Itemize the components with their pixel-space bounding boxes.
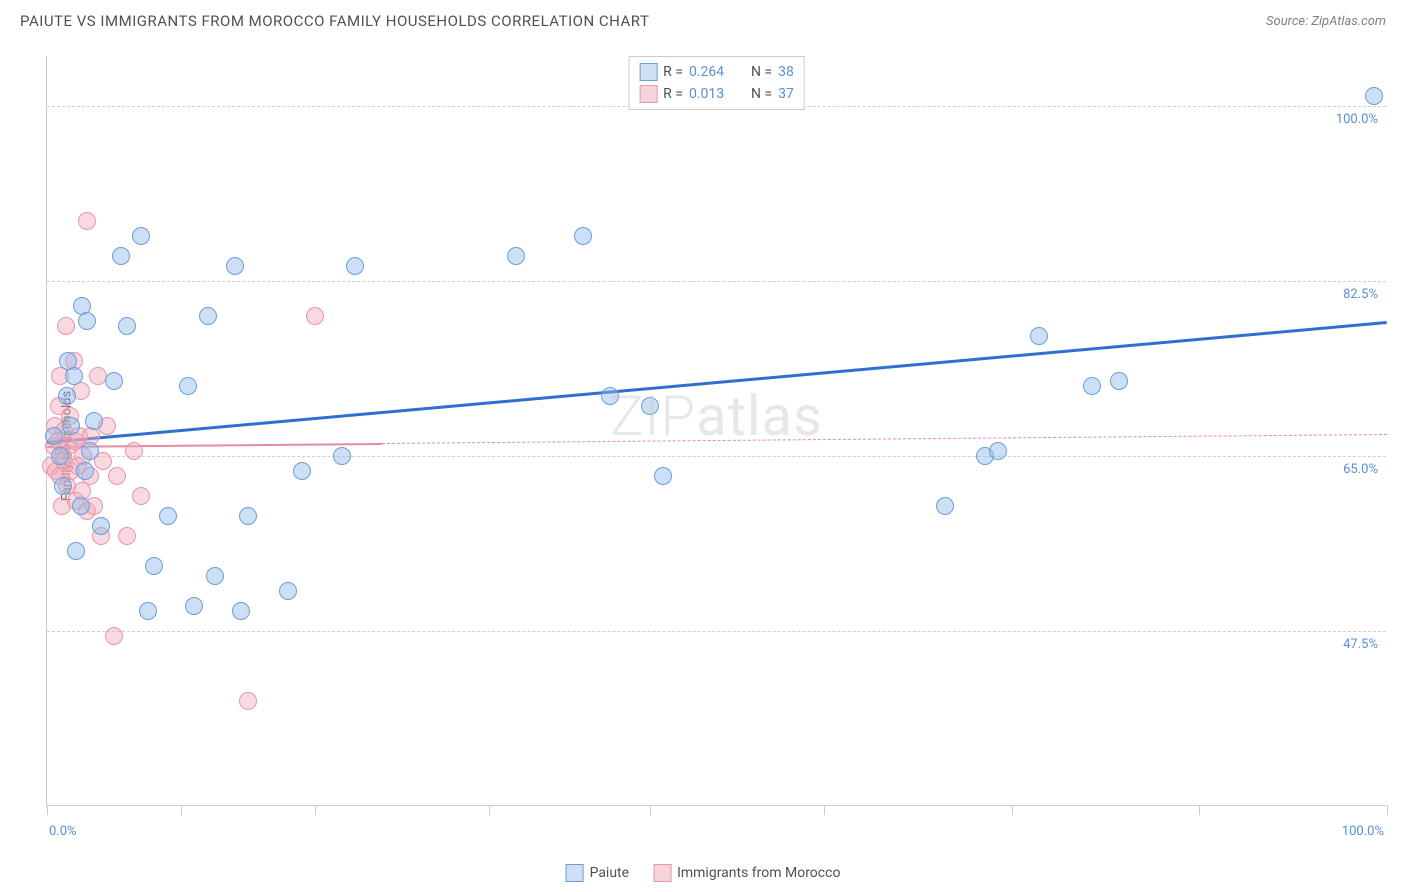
- data-point: [185, 597, 203, 615]
- data-point: [105, 372, 123, 390]
- data-point: [78, 312, 96, 330]
- legend-item: Paiute: [566, 864, 630, 882]
- data-point: [1110, 372, 1128, 390]
- data-point: [78, 212, 96, 230]
- data-point: [333, 447, 351, 465]
- trendline: [382, 434, 1387, 444]
- data-point: [936, 497, 954, 515]
- y-tick-label: 82.5%: [1343, 287, 1378, 302]
- data-point: [239, 692, 257, 710]
- data-point: [51, 447, 69, 465]
- data-point: [57, 317, 75, 335]
- data-point: [118, 317, 136, 335]
- chart-title: PAIUTE VS IMMIGRANTS FROM MOROCCO FAMILY…: [20, 12, 649, 30]
- data-point: [132, 227, 150, 245]
- data-point: [139, 602, 157, 620]
- data-point: [654, 467, 672, 485]
- data-point: [1365, 87, 1383, 105]
- data-point: [92, 517, 110, 535]
- x-tick-label: 0.0%: [49, 824, 77, 839]
- data-point: [226, 257, 244, 275]
- data-point: [199, 307, 217, 325]
- legend-n-value: 38: [778, 64, 794, 80]
- data-point: [293, 462, 311, 480]
- data-point: [507, 247, 525, 265]
- legend-r-label: R =: [663, 64, 683, 80]
- data-point: [232, 602, 250, 620]
- x-tick: [1199, 805, 1200, 815]
- legend-r-value: 0.013: [689, 86, 737, 102]
- data-point: [112, 247, 130, 265]
- legend-n-label: N =: [751, 86, 772, 102]
- data-point: [76, 462, 94, 480]
- source-label: Source: ZipAtlas.com: [1266, 14, 1386, 29]
- data-point: [159, 507, 177, 525]
- data-point: [346, 257, 364, 275]
- data-point: [72, 497, 90, 515]
- x-tick-label: 100.0%: [1342, 824, 1384, 839]
- data-point: [125, 442, 143, 460]
- legend-item: Immigrants from Morocco: [653, 864, 840, 882]
- legend-r-label: R =: [663, 86, 683, 102]
- data-point: [108, 467, 126, 485]
- legend-swatch: [639, 85, 657, 103]
- data-point: [45, 427, 63, 445]
- x-tick: [489, 805, 490, 815]
- plot-area: 47.5%65.0%82.5%100.0%0.0%100.0%: [47, 56, 1386, 805]
- legend-n-value: 37: [778, 86, 794, 102]
- data-point: [206, 567, 224, 585]
- legend-r-value: 0.264: [689, 64, 737, 80]
- data-point: [306, 307, 324, 325]
- x-tick: [824, 805, 825, 815]
- data-point: [81, 442, 99, 460]
- legend-series: Paiute Immigrants from Morocco: [566, 864, 841, 882]
- trendline: [47, 321, 1387, 443]
- data-point: [989, 442, 1007, 460]
- data-point: [132, 487, 150, 505]
- gridline: [47, 456, 1386, 457]
- legend-swatch: [566, 864, 584, 882]
- legend-correlation: R = 0.264 N = 38 R = 0.013 N = 37: [628, 56, 805, 110]
- x-tick: [1387, 805, 1388, 815]
- legend-label: Paiute: [590, 865, 630, 881]
- x-tick: [315, 805, 316, 815]
- data-point: [62, 417, 80, 435]
- data-point: [145, 557, 163, 575]
- data-point: [105, 627, 123, 645]
- x-tick: [1012, 805, 1013, 815]
- y-tick-label: 47.5%: [1343, 637, 1378, 652]
- data-point: [179, 377, 197, 395]
- legend-n-label: N =: [751, 64, 772, 80]
- data-point: [641, 397, 659, 415]
- data-point: [1030, 327, 1048, 345]
- x-tick: [47, 805, 48, 815]
- data-point: [58, 387, 76, 405]
- data-point: [118, 527, 136, 545]
- legend-row: R = 0.264 N = 38: [639, 61, 794, 83]
- legend-row: R = 0.013 N = 37: [639, 83, 794, 105]
- legend-swatch: [653, 864, 671, 882]
- data-point: [85, 412, 103, 430]
- gridline: [47, 281, 1386, 282]
- data-point: [54, 477, 72, 495]
- legend-swatch: [639, 63, 657, 81]
- data-point: [574, 227, 592, 245]
- x-tick: [181, 805, 182, 815]
- data-point: [67, 542, 85, 560]
- data-point: [601, 387, 619, 405]
- chart-area: 47.5%65.0%82.5%100.0%0.0%100.0% ZIPatlas…: [46, 56, 1386, 806]
- data-point: [279, 582, 297, 600]
- data-point: [65, 367, 83, 385]
- data-point: [1083, 377, 1101, 395]
- x-tick: [650, 805, 651, 815]
- legend-label: Immigrants from Morocco: [677, 865, 840, 881]
- y-tick-label: 100.0%: [1336, 112, 1378, 127]
- data-point: [239, 507, 257, 525]
- y-tick-label: 65.0%: [1343, 462, 1378, 477]
- gridline: [47, 631, 1386, 632]
